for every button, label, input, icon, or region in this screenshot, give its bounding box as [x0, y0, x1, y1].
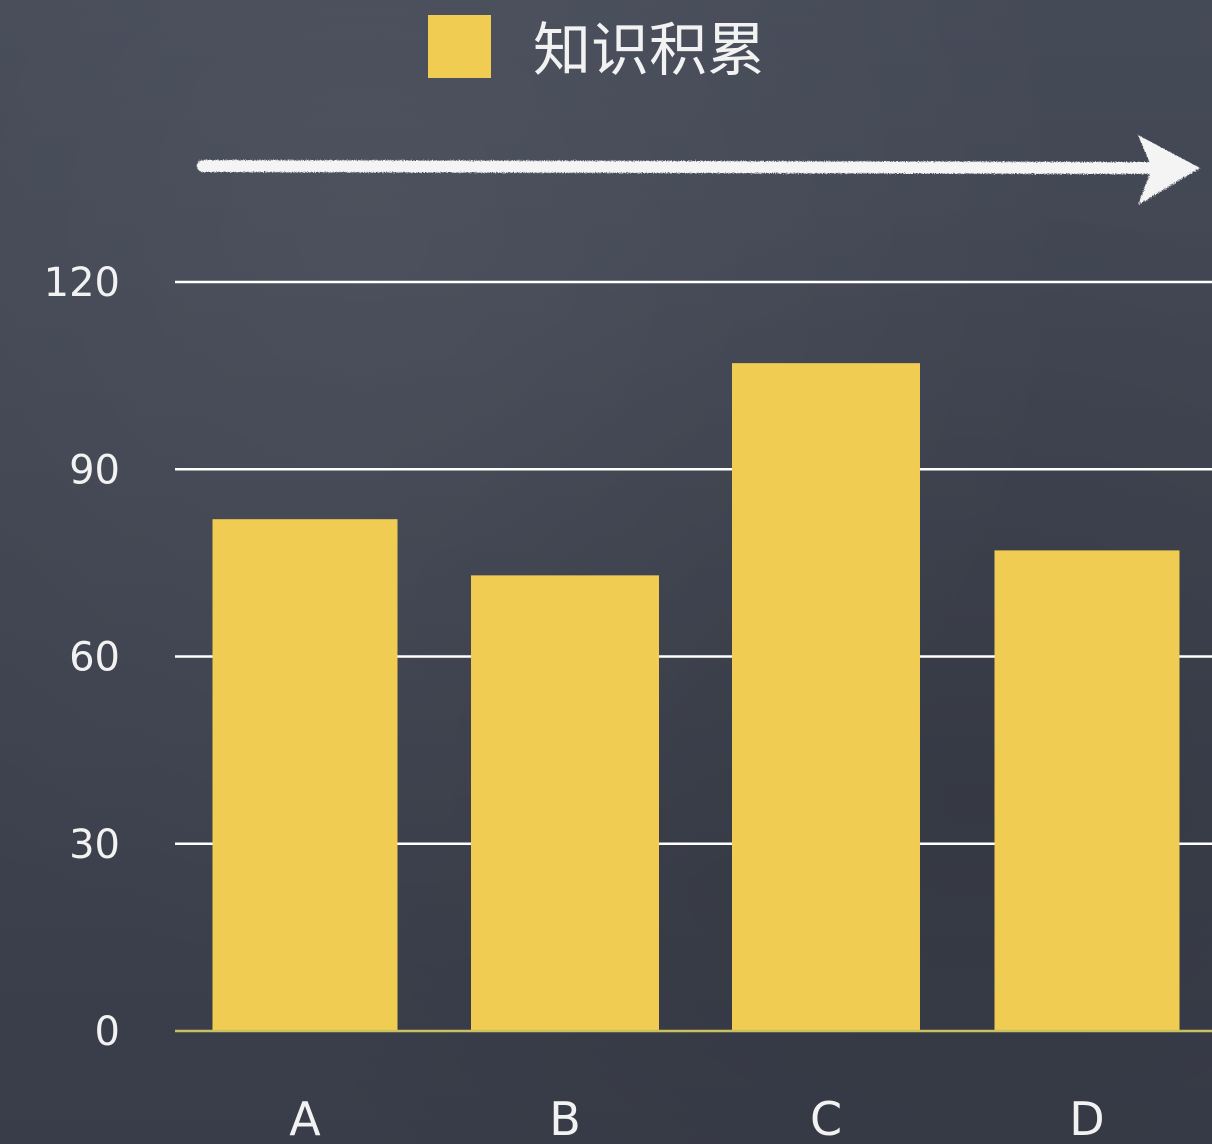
x-tick-label: D [1069, 1092, 1104, 1144]
legend-swatch [428, 15, 491, 78]
x-tick-label: C [810, 1092, 842, 1144]
y-tick-label: 30 [69, 822, 120, 868]
legend: 知识积累 [428, 15, 765, 84]
y-tick-label: 60 [69, 635, 120, 681]
bars [212, 363, 1180, 1031]
chalk-arrow-decoration [197, 135, 1200, 205]
bar-D [994, 550, 1180, 1031]
legend-label: 知识积累 [533, 16, 765, 84]
y-tick-label: 0 [95, 1009, 120, 1055]
y-axis-ticks: 0 30 60 90 120 [44, 260, 120, 1055]
y-tick-label: 120 [44, 260, 120, 306]
x-tick-label: A [289, 1092, 321, 1144]
x-axis-ticks: A B C D [289, 1092, 1104, 1144]
bar-C [732, 363, 920, 1031]
x-tick-label: B [549, 1092, 581, 1144]
bar-B [471, 575, 659, 1031]
y-tick-label: 90 [69, 447, 120, 493]
bar-A [212, 519, 398, 1031]
